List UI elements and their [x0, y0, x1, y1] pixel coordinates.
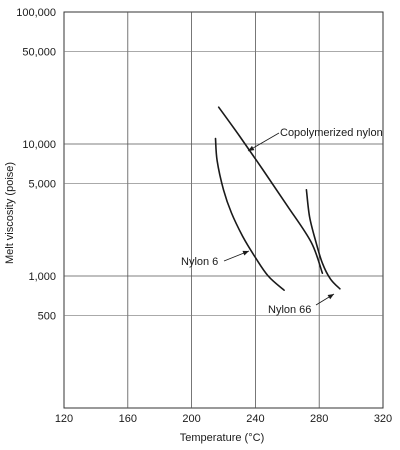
annotation-nylon-66: Nylon 66	[268, 304, 311, 316]
labels: 120 160 200 240 280 320 100,000 50,000 10,000 5,0…	[16, 7, 392, 425]
grid	[63, 11, 384, 409]
y-tick-label: 50,000	[22, 47, 56, 59]
x-tick-label: 120	[55, 413, 73, 425]
x-tick-label: 160	[119, 413, 137, 425]
y-axis-title: Melt viscosity (poise)	[4, 162, 16, 264]
nylon-66-leader-head	[327, 294, 334, 300]
nylon-6-line	[214, 137, 285, 291]
y-tick-label: 100,000	[16, 7, 56, 19]
y-tick-label: 500	[38, 311, 56, 323]
x-tick-label: 320	[374, 413, 392, 425]
nylon-6-leader-head	[242, 250, 249, 256]
copolymerized-nylon-line	[217, 106, 324, 274]
copolymerized-nylon-leader-head	[248, 145, 255, 151]
plot-frame	[63, 11, 384, 409]
x-axis-title: Temperature (°C)	[180, 432, 264, 444]
x-tick-label: 200	[182, 413, 200, 425]
annotation-nylon-6: Nylon 6	[181, 256, 218, 268]
y-tick-label: 5,000	[28, 179, 56, 191]
y-tick-label: 1,000	[28, 271, 56, 283]
nylon-66-line	[305, 189, 341, 290]
annotation-leaders	[223, 132, 335, 306]
x-tick-label: 280	[310, 413, 328, 425]
y-tick-label: 10,000	[22, 139, 56, 151]
curves	[214, 106, 341, 291]
x-tick-label: 240	[246, 413, 264, 425]
annotation-copolymerized-nylon: Copolymerized nylon	[280, 127, 383, 139]
